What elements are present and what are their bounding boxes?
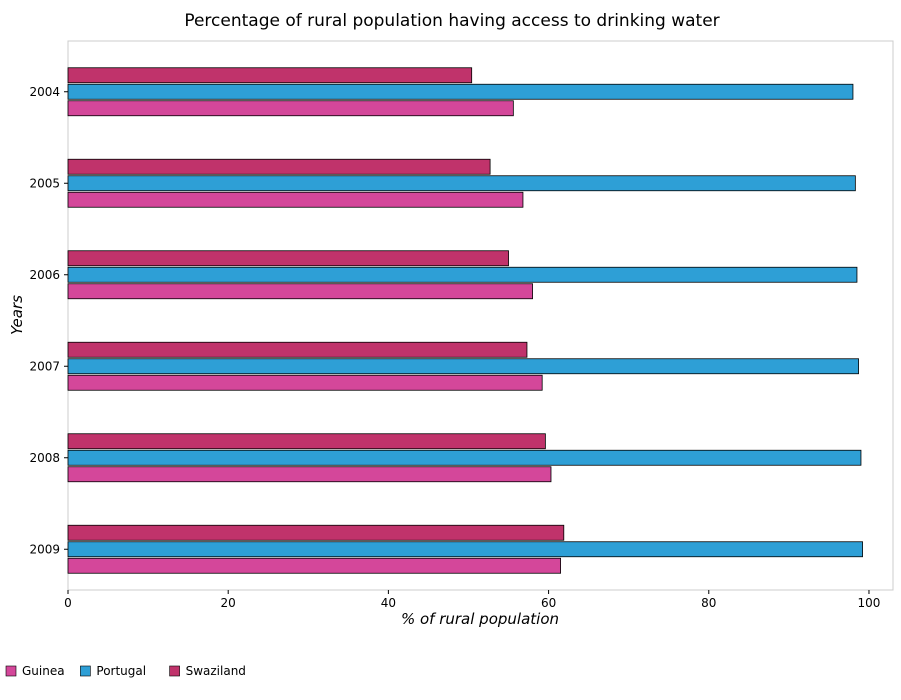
y-tick-label: 2007 — [29, 359, 60, 373]
bar-portugal-2007 — [67, 358, 859, 375]
bar-swaziland-2004 — [67, 67, 473, 84]
bar-guinea-2008 — [67, 466, 552, 483]
x-ticks-group: 0 20 40 60 80 100 — [64, 590, 880, 610]
bar-portugal-2005 — [67, 175, 856, 192]
bar-swaziland-2007 — [67, 341, 528, 358]
bar-swaziland-2009 — [67, 524, 565, 541]
legend-swatch-swaziland — [169, 665, 180, 677]
bar-guinea-2007 — [67, 374, 543, 391]
y-tick-label: 2008 — [29, 451, 60, 465]
plot-frame — [67, 40, 894, 591]
chart-title: Percentage of rural population having ac… — [184, 11, 719, 31]
x-tick-label: 100 — [858, 596, 881, 610]
bar-guinea-2005 — [67, 191, 524, 208]
bar-swaziland-2008 — [67, 433, 546, 450]
bar-guinea-2009 — [67, 557, 561, 574]
bar-guinea-2006 — [67, 283, 533, 300]
legend: Guinea Portugal Swaziland — [5, 664, 246, 678]
legend-swatch-guinea — [5, 665, 17, 677]
legend-label-guinea: Guinea — [22, 664, 65, 678]
bar-swaziland-2005 — [67, 158, 491, 175]
x-tick-label: 20 — [221, 596, 236, 610]
legend-label-swaziland: Swaziland — [186, 664, 246, 678]
bar-portugal-2004 — [67, 83, 854, 100]
bar-portugal-2006 — [67, 266, 858, 283]
y-tick-label: 2005 — [29, 176, 60, 190]
y-axis-label: Years — [8, 295, 26, 335]
y-tick-label: 2009 — [29, 542, 60, 556]
bar-swaziland-2006 — [67, 250, 509, 267]
bar-guinea-2004 — [67, 100, 514, 117]
y-tick-label: 2006 — [29, 268, 60, 282]
y-ticks-group: 2004 2005 2006 2007 2008 2009 — [29, 85, 68, 556]
x-tick-label: 60 — [541, 596, 556, 610]
y-tick-label: 2004 — [29, 85, 60, 99]
x-tick-label: 40 — [381, 596, 396, 610]
legend-swatch-portugal — [80, 665, 91, 677]
bar-portugal-2008 — [67, 449, 862, 466]
x-axis-label: % of rural population — [401, 610, 559, 628]
x-tick-label: 0 — [64, 596, 72, 610]
legend-label-portugal: Portugal — [96, 664, 146, 678]
bar-portugal-2009 — [67, 541, 863, 558]
x-tick-label: 80 — [701, 596, 716, 610]
plot-area: 2004 2005 2006 2007 2008 2009 0 20 40 60 80 100 — [29, 40, 894, 610]
